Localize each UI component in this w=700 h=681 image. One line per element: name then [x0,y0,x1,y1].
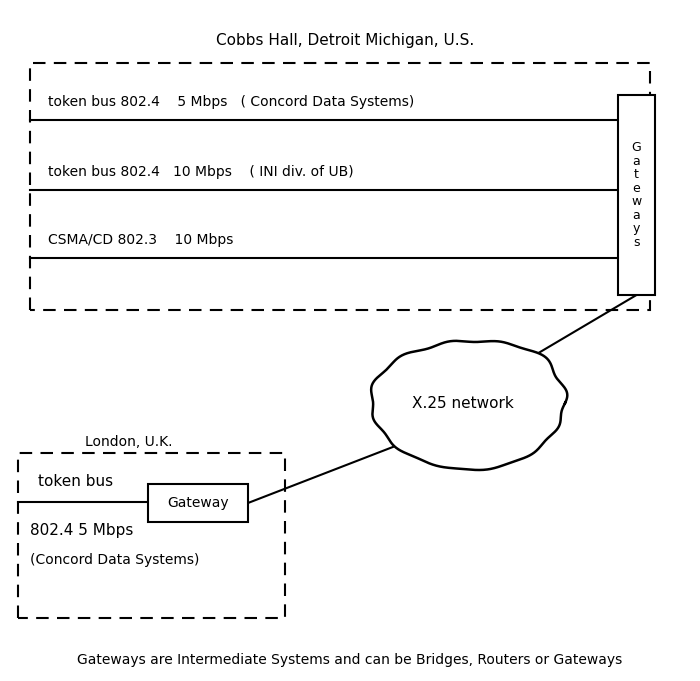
Text: token bus: token bus [38,475,113,490]
Text: X.25 network: X.25 network [412,396,514,411]
Polygon shape [371,341,567,470]
Text: token bus 802.4   10 Mbps    ( INI div. of UB): token bus 802.4 10 Mbps ( INI div. of UB… [48,165,354,179]
Text: London, U.K.: London, U.K. [85,435,172,449]
Text: (Concord Data Systems): (Concord Data Systems) [30,553,200,567]
Text: Cobbs Hall, Detroit Michigan, U.S.: Cobbs Hall, Detroit Michigan, U.S. [216,33,474,48]
Text: CSMA/CD 802.3    10 Mbps: CSMA/CD 802.3 10 Mbps [48,233,233,247]
Bar [148,484,248,522]
Text: token bus 802.4    5 Mbps   ( Concord Data Systems): token bus 802.4 5 Mbps ( Concord Data Sy… [48,95,414,109]
Text: G
a
t
e
w
a
y
s: G a t e w a y s [631,141,642,249]
Text: Gateway: Gateway [167,496,229,510]
Text: 802.4 5 Mbps: 802.4 5 Mbps [30,522,134,537]
Bar [618,95,655,295]
Text: Gateways are Intermediate Systems and can be Bridges, Routers or Gateways: Gateways are Intermediate Systems and ca… [78,653,622,667]
